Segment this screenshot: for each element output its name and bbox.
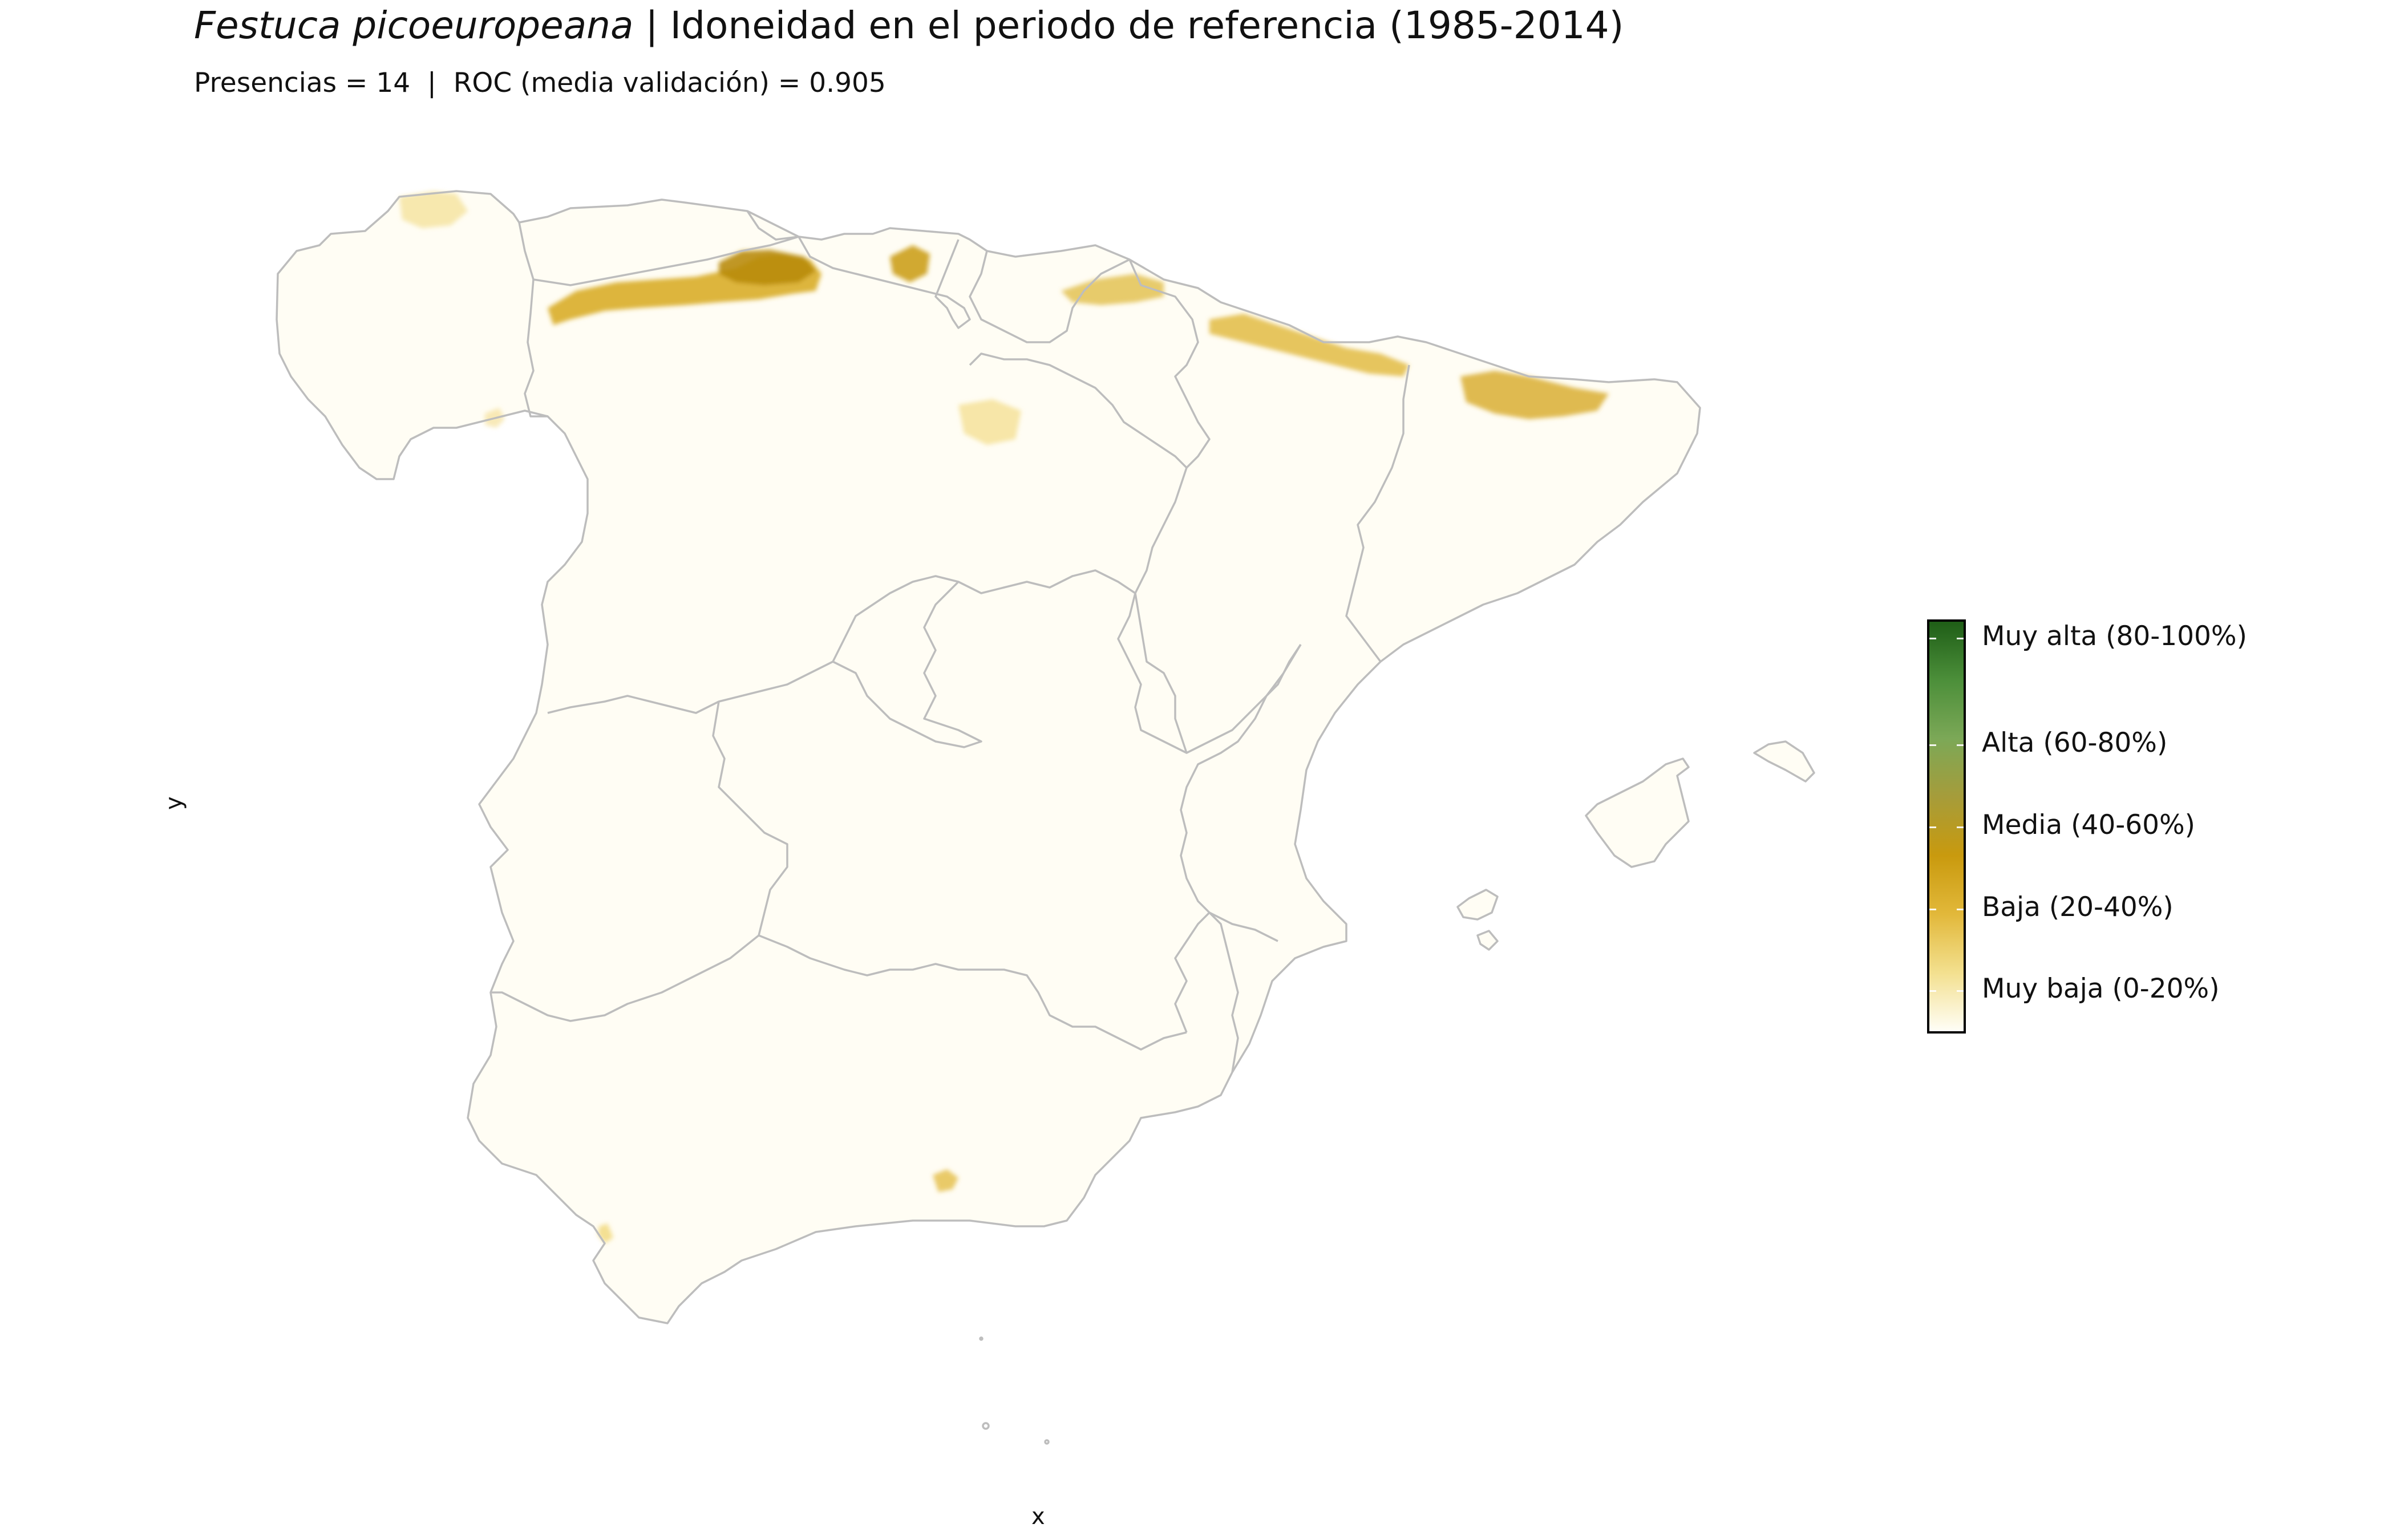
boundary-navarra bbox=[1128, 259, 1211, 469]
boundary-aragon-catalonia bbox=[1345, 364, 1410, 663]
boundary-larioja bbox=[969, 352, 1188, 469]
mallorca-outline bbox=[1585, 757, 1690, 868]
hotspot-cantabria bbox=[890, 245, 930, 282]
formentera-outline bbox=[1476, 930, 1499, 951]
hotspot-navarra bbox=[1209, 314, 1409, 376]
alboran-outline bbox=[979, 1336, 984, 1341]
ibiza-outline bbox=[1456, 889, 1499, 921]
y-axis-label: y bbox=[161, 796, 187, 810]
ibiza-fill bbox=[1458, 890, 1498, 919]
menorca-outline bbox=[1753, 740, 1815, 783]
boundary-murcia bbox=[1174, 911, 1239, 1073]
boundary-basque bbox=[969, 250, 1130, 343]
x-axis-label: x bbox=[1031, 1503, 1045, 1530]
peninsula-outline bbox=[276, 190, 1701, 1324]
legend-label: Alta (60-80%) bbox=[1982, 727, 2168, 759]
boundary-andalucia-north bbox=[758, 934, 1187, 1051]
hotspot-sierra-nevada bbox=[933, 1169, 958, 1192]
legend-label: Muy baja (0-20%) bbox=[1982, 973, 2220, 1005]
region-boundaries bbox=[276, 190, 1815, 1445]
legend-label: Muy alta (80-100%) bbox=[1982, 620, 2247, 652]
map-subtitle: Presencias = 14 | ROC (media validación)… bbox=[194, 67, 886, 99]
boundary-cantabria bbox=[798, 236, 971, 329]
hotspot-leon bbox=[958, 399, 1021, 445]
hotspot-picos bbox=[719, 250, 816, 285]
boundary-galicia bbox=[518, 222, 548, 418]
species-name: Festuca picoeuropeana bbox=[194, 3, 634, 47]
land-fill bbox=[277, 191, 1814, 1323]
title-text: | Idoneidad en el periodo de referencia … bbox=[633, 3, 1624, 47]
boundary-asturias bbox=[533, 210, 799, 286]
hotspot-basque bbox=[1061, 274, 1164, 305]
hotspot-galicia-coast bbox=[399, 191, 468, 228]
melilla-outline bbox=[1044, 1439, 1050, 1445]
peninsula-fill bbox=[277, 191, 1700, 1323]
hotspot-pyrenees bbox=[1460, 371, 1609, 419]
boundary-madrid bbox=[832, 581, 982, 748]
legend-label: Media (40-60%) bbox=[1982, 809, 2196, 841]
map-title: Festuca picoeuropeana | Idoneidad en el … bbox=[194, 3, 1624, 47]
boundary-extremadura bbox=[491, 701, 788, 1022]
boundary-aragon-west bbox=[1117, 467, 1302, 754]
legend-label: Baja (20-40%) bbox=[1982, 891, 2174, 923]
suitability-hotspots bbox=[399, 191, 1609, 1243]
mallorca-fill bbox=[1586, 759, 1689, 867]
ceuta-outline bbox=[982, 1422, 990, 1430]
boundary-castilla-leon-south bbox=[547, 569, 1136, 714]
boundary-valencia bbox=[1180, 644, 1302, 942]
boundary-castilla-lamancha-east bbox=[1134, 593, 1188, 753]
